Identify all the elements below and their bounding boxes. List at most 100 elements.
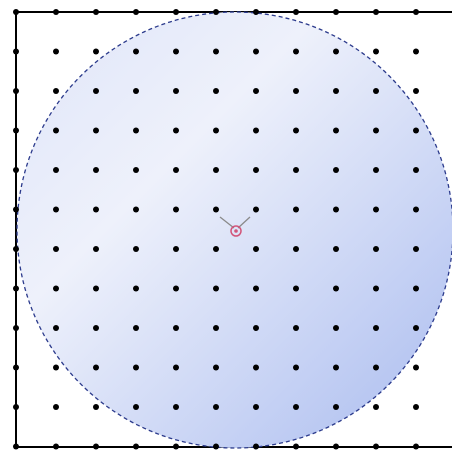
grid-dot bbox=[333, 364, 339, 371]
grid-dot bbox=[93, 167, 99, 173]
grid-dot bbox=[213, 285, 219, 292]
grid-dot bbox=[213, 443, 219, 450]
grid-dot bbox=[413, 9, 419, 15]
grid-dot bbox=[13, 9, 19, 15]
grid-dot bbox=[373, 364, 379, 371]
grid-dot bbox=[173, 167, 179, 173]
grid-dot bbox=[133, 127, 139, 134]
grid-dot bbox=[133, 167, 139, 173]
grid-dot bbox=[413, 443, 419, 450]
grid-dot bbox=[373, 88, 379, 94]
grid-dot bbox=[373, 325, 379, 331]
grid-dot bbox=[373, 206, 379, 213]
grid-dot bbox=[53, 364, 59, 371]
grid-dot bbox=[133, 9, 139, 15]
grid-dot bbox=[93, 88, 99, 94]
grid-dot bbox=[213, 167, 219, 173]
grid-dot bbox=[333, 246, 339, 252]
grid-dot bbox=[413, 127, 419, 134]
grid-dot bbox=[413, 48, 419, 55]
grid-dot bbox=[253, 285, 259, 292]
grid-dot bbox=[93, 325, 99, 331]
grid-dot bbox=[293, 206, 299, 213]
grid-dot bbox=[333, 88, 339, 94]
grid-dot bbox=[93, 364, 99, 371]
grid-dot bbox=[53, 127, 59, 134]
grid-dot bbox=[93, 9, 99, 15]
grid-dot bbox=[293, 48, 299, 55]
grid-dot bbox=[213, 404, 219, 410]
grid-dot bbox=[413, 88, 419, 94]
grid-dot bbox=[53, 48, 59, 55]
grid-dot bbox=[13, 127, 19, 134]
grid-dot bbox=[53, 443, 59, 450]
grid-dot bbox=[213, 127, 219, 134]
grid-dot bbox=[13, 364, 19, 371]
grid-dot bbox=[253, 325, 259, 331]
grid-dot bbox=[333, 9, 339, 15]
grid-dot bbox=[373, 285, 379, 292]
grid-dot bbox=[293, 364, 299, 371]
grid-dot bbox=[253, 48, 259, 55]
grid-dot bbox=[253, 88, 259, 94]
grid-dot bbox=[173, 88, 179, 94]
grid-dot bbox=[413, 404, 419, 410]
grid-dot bbox=[293, 127, 299, 134]
grid-dot bbox=[173, 285, 179, 292]
grid-dot bbox=[133, 364, 139, 371]
grid-dot bbox=[133, 404, 139, 410]
grid-dot bbox=[293, 404, 299, 410]
grid-dot bbox=[213, 364, 219, 371]
grid-dot bbox=[53, 206, 59, 213]
grid-dot bbox=[13, 404, 19, 410]
grid-dot bbox=[253, 167, 259, 173]
grid-dot bbox=[253, 127, 259, 134]
grid-dot bbox=[133, 325, 139, 331]
grid-dot bbox=[413, 325, 419, 331]
grid-dot bbox=[133, 206, 139, 213]
grid-dot bbox=[133, 88, 139, 94]
grid-dot bbox=[173, 9, 179, 15]
grid-dot bbox=[253, 443, 259, 450]
grid-dot bbox=[333, 404, 339, 410]
grid-dot bbox=[213, 48, 219, 55]
grid-dot bbox=[413, 167, 419, 173]
grid-dot bbox=[373, 404, 379, 410]
grid-dot bbox=[13, 246, 19, 252]
grid-dot bbox=[133, 48, 139, 55]
grid-dot bbox=[333, 48, 339, 55]
grid-dot bbox=[93, 206, 99, 213]
grid-dot bbox=[93, 285, 99, 292]
grid-dot bbox=[93, 246, 99, 252]
selected-circle-shape[interactable] bbox=[16, 11, 452, 449]
grid-dot bbox=[293, 167, 299, 173]
grid-dot bbox=[213, 9, 219, 15]
grid-dot bbox=[213, 246, 219, 252]
grid-dot bbox=[133, 443, 139, 450]
grid-dot bbox=[13, 443, 19, 450]
grid-dot bbox=[173, 325, 179, 331]
grid-dot bbox=[13, 325, 19, 331]
grid-dot bbox=[133, 246, 139, 252]
grid-dot bbox=[93, 443, 99, 450]
grid-dot bbox=[293, 9, 299, 15]
grid-dot bbox=[413, 285, 419, 292]
grid-dot bbox=[373, 48, 379, 55]
rotation-center-icon[interactable] bbox=[219, 216, 251, 237]
grid-dot bbox=[53, 285, 59, 292]
grid-dot bbox=[13, 88, 19, 94]
grid-dot bbox=[53, 167, 59, 173]
grid-dot bbox=[53, 404, 59, 410]
grid-dot bbox=[93, 404, 99, 410]
snap-grid bbox=[13, 9, 419, 450]
grid-dot bbox=[253, 9, 259, 15]
grid-dot bbox=[413, 206, 419, 213]
grid-dot bbox=[253, 206, 259, 213]
grid-dot bbox=[173, 246, 179, 252]
grid-dot bbox=[413, 364, 419, 371]
grid-dot bbox=[373, 127, 379, 134]
grid-dot bbox=[173, 127, 179, 134]
grid-dot bbox=[333, 285, 339, 292]
grid-dot bbox=[53, 325, 59, 331]
